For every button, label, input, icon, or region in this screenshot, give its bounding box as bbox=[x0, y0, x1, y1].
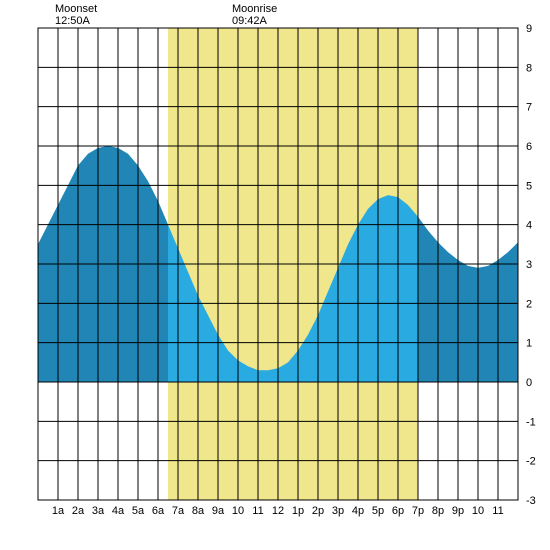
y-tick-label: 2 bbox=[526, 298, 532, 310]
y-tick-label: -3 bbox=[526, 495, 536, 507]
y-tick-label: -1 bbox=[526, 416, 536, 428]
x-tick-label: 9a bbox=[212, 505, 225, 517]
x-tick-label: 4p bbox=[352, 505, 364, 517]
y-tick-label: 9 bbox=[526, 23, 532, 35]
x-tick-label: 6p bbox=[392, 505, 404, 517]
y-tick-label: 5 bbox=[526, 180, 532, 192]
x-tick-label: 10 bbox=[472, 505, 484, 517]
x-tick-label: 8p bbox=[432, 505, 444, 517]
y-tick-label: 0 bbox=[526, 377, 532, 389]
x-tick-label: 3p bbox=[332, 505, 344, 517]
x-tick-label: 3a bbox=[92, 505, 105, 517]
moon-annotation-time: 09:42A bbox=[232, 15, 268, 27]
y-tick-label: 3 bbox=[526, 259, 532, 271]
x-tick-label: 9p bbox=[452, 505, 464, 517]
x-tick-label: 11 bbox=[492, 505, 503, 517]
x-tick-label: 1a bbox=[52, 505, 65, 517]
tide-chart: 1a2a3a4a5a6a7a8a9a1011121p2p3p4p5p6p7p8p… bbox=[0, 0, 550, 550]
x-tick-label: 8a bbox=[192, 505, 205, 517]
x-tick-label: 4a bbox=[112, 505, 125, 517]
y-tick-label: 6 bbox=[526, 141, 532, 153]
x-tick-label: 2p bbox=[312, 505, 324, 517]
y-tick-label: 8 bbox=[526, 62, 532, 74]
y-tick-label: 1 bbox=[526, 338, 532, 350]
moon-annotation-title: Moonrise bbox=[232, 3, 277, 15]
x-tick-label: 1p bbox=[292, 505, 304, 517]
y-tick-label: 7 bbox=[526, 102, 532, 114]
x-tick-label: 10 bbox=[232, 505, 244, 517]
moon-annotation-title: Moonset bbox=[55, 3, 97, 15]
y-tick-label: -2 bbox=[526, 456, 536, 468]
x-tick-label: 5a bbox=[132, 505, 145, 517]
x-tick-label: 11 bbox=[252, 505, 263, 517]
x-tick-label: 7p bbox=[412, 505, 424, 517]
x-tick-label: 7a bbox=[172, 505, 185, 517]
y-tick-label: 4 bbox=[526, 220, 532, 232]
x-tick-label: 5p bbox=[372, 505, 384, 517]
x-tick-label: 12 bbox=[272, 505, 284, 517]
moon-annotation-time: 12:50A bbox=[55, 15, 91, 27]
chart-svg: 1a2a3a4a5a6a7a8a9a1011121p2p3p4p5p6p7p8p… bbox=[0, 0, 550, 550]
x-tick-label: 2a bbox=[72, 505, 85, 517]
x-tick-label: 6a bbox=[152, 505, 165, 517]
